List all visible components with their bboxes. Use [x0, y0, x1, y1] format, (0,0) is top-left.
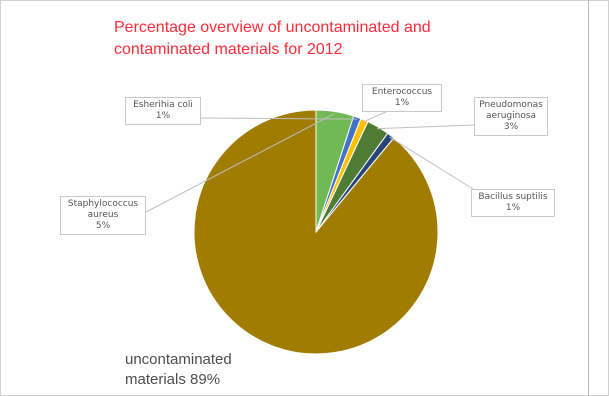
chart-title-line-2: contaminated materials for 2012	[114, 41, 343, 58]
leader-line	[200, 117, 357, 120]
data-label-uncontaminated-materials: uncontaminated materials 89%	[125, 350, 232, 390]
leader-line	[145, 113, 336, 213]
data-label-value: 1%	[155, 111, 171, 121]
data-label-name-line-1: uncontaminated	[125, 351, 232, 368]
data-label-bacillus-suptilis: Bacillus suptilis 1%	[471, 189, 555, 217]
chart-title: Percentage overview of uncontaminated an…	[114, 17, 534, 61]
data-label-name-line-1: Enterococcus	[371, 87, 433, 97]
pie-slice-uncontaminated-materials-89	[193, 109, 439, 355]
chart-title-line-1: Percentage overview of uncontaminated an…	[114, 19, 431, 36]
leader-line	[377, 124, 475, 130]
data-label-staphylococcus-aureus: Staphylococcus aureus 5%	[60, 196, 146, 235]
data-label-pneudomonas-aeruginosa: Pneudomonas aeruginosa 3%	[474, 97, 548, 136]
data-label-value: 5%	[95, 221, 111, 231]
window-divider	[588, 0, 589, 396]
data-label-enterococcus: Enterococcus 1%	[362, 84, 442, 112]
data-label-name-line-1: Bacillus suptilis	[478, 192, 548, 202]
leader-line	[389, 136, 479, 193]
data-label-name-line-1: Staphylococcus	[67, 199, 139, 209]
data-label-value: 3%	[503, 122, 519, 132]
data-label-name-line-1: Esherihia coli	[133, 100, 193, 110]
data-label-name-line-1: Pneudomonas	[479, 100, 543, 110]
data-label-value: 1%	[394, 98, 410, 108]
data-label-name-line-2: aureus	[87, 210, 119, 220]
data-label-value: 1%	[505, 203, 521, 213]
data-label-name-line-2: aeruginosa	[485, 111, 537, 121]
data-label-esherihia-coli: Esherihia coli 1%	[125, 97, 201, 125]
data-label-name-line-2: materials 89%	[125, 371, 221, 388]
